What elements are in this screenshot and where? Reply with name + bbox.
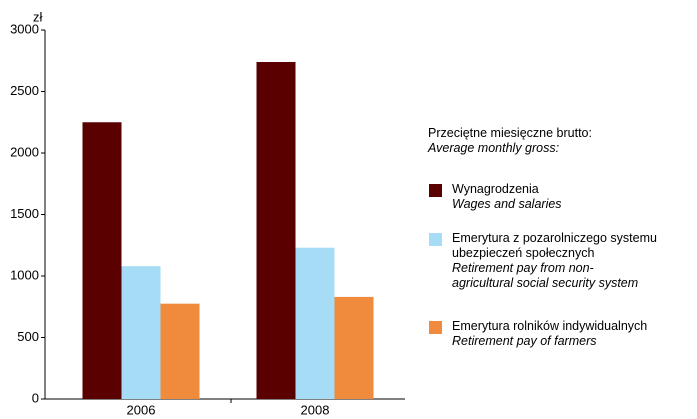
bar: [121, 266, 161, 399]
legend-name: Wynagrodzenia: [452, 182, 539, 196]
bar: [334, 296, 374, 399]
bar: [256, 61, 296, 399]
bar: [160, 303, 200, 399]
legend-name-en: Retirement pay of farmers: [452, 334, 597, 348]
y-tick-label: 1500: [10, 206, 39, 221]
y-tick-label: 0: [32, 390, 39, 405]
y-tick-label: 3000: [10, 21, 39, 36]
legend-title-pl: Przeciętne miesięczne brutto:: [428, 126, 592, 140]
y-tick-label: 2500: [10, 83, 39, 98]
legend-swatch: [429, 233, 442, 246]
legend-name: Emerytura rolników indywidualnych: [452, 319, 648, 333]
x-tick-label: 2006: [127, 402, 156, 417]
legend-entry: Emerytura rolników indywidualnych Retirem…: [452, 319, 692, 349]
legend-swatch: [429, 321, 442, 334]
y-tick-label: 500: [17, 329, 39, 344]
unit-label: zł: [33, 9, 43, 24]
bar: [295, 247, 335, 399]
x-tick-label: 2008: [301, 402, 330, 417]
legend-title: Przeciętne miesięczne brutto: Average mo…: [428, 126, 688, 156]
y-tick-label: 1000: [10, 267, 39, 282]
legend-name-en: Retirement pay from non-agricultural soc…: [452, 261, 639, 290]
legend-entry: Emerytura z pozarolniczego systemu ubezp…: [452, 231, 692, 291]
legend-entry: Wynagrodzenia Wages and salaries: [452, 182, 692, 212]
bar: [82, 122, 122, 399]
legend-title-en: Average monthly gross:: [428, 141, 560, 155]
y-tick-label: 2000: [10, 144, 39, 159]
legend-name-en: Wages and salaries: [452, 197, 562, 211]
legend-name: Emerytura z pozarolniczego systemu ubezp…: [452, 231, 657, 260]
legend-swatch: [429, 184, 442, 197]
